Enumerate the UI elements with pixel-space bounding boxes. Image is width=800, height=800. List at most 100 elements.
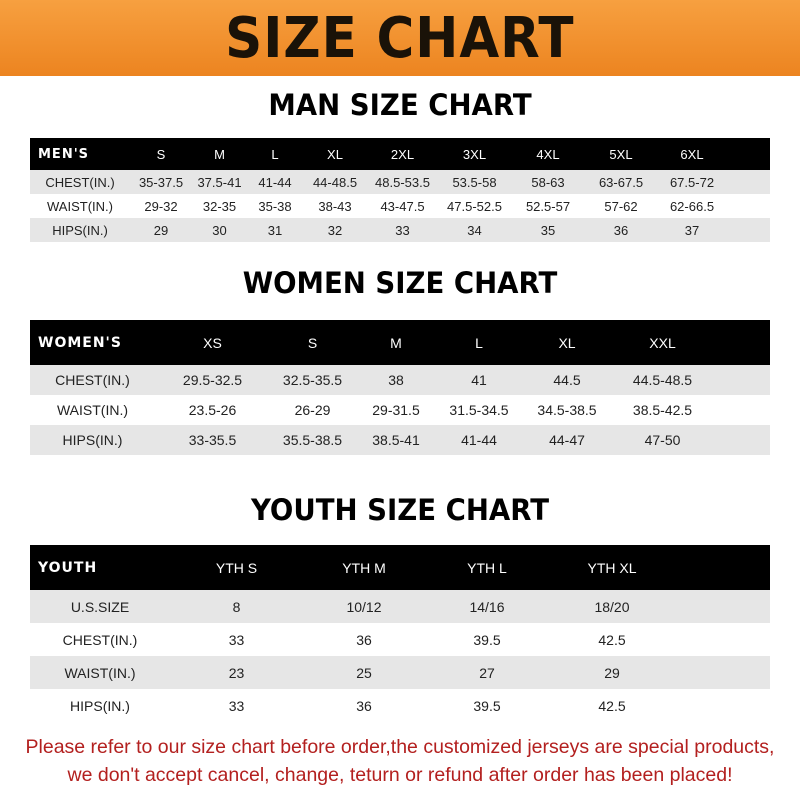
cell: 31 — [247, 218, 303, 242]
empty-cell — [727, 194, 770, 218]
men-chart-title: MAN SIZE CHART — [268, 88, 532, 122]
table-row: HIPS(IN.) 33-35.5 35.5-38.5 38.5-41 41-44 44-… — [30, 425, 770, 455]
cell: 47.5-52.5 — [438, 194, 511, 218]
cell: 39.5 — [425, 689, 549, 722]
header-row: WOMEN'S XS S M L XL XXL — [30, 320, 770, 365]
row-label: WOMEN'S — [30, 320, 155, 365]
order-notice: Please refer to our size chart before or… — [0, 733, 800, 789]
row-label: WAIST(IN.) — [30, 656, 170, 689]
banner-title: SIZE CHART — [225, 5, 575, 71]
cell: YTH XL — [549, 545, 675, 590]
row-label: CHEST(IN.) — [30, 365, 155, 395]
cell: 29 — [130, 218, 192, 242]
cell: 33 — [170, 689, 303, 722]
table-row: HIPS(IN.) 33 36 39.5 42.5 — [30, 689, 770, 722]
empty-cell — [675, 545, 770, 590]
cell: XXL — [613, 320, 712, 365]
cell: 35-37.5 — [130, 170, 192, 194]
cell: 57-62 — [585, 194, 657, 218]
cell: 32.5-35.5 — [270, 365, 355, 395]
empty-cell — [712, 395, 770, 425]
cell: M — [355, 320, 437, 365]
cell: 5XL — [585, 138, 657, 170]
cell: 23.5-26 — [155, 395, 270, 425]
header-row: YOUTH YTH S YTH M YTH L YTH XL — [30, 545, 770, 590]
cell: 35-38 — [247, 194, 303, 218]
table-row: CHEST(IN.) 33 36 39.5 42.5 — [30, 623, 770, 656]
cell: 18/20 — [549, 590, 675, 623]
row-label: WAIST(IN.) — [30, 194, 130, 218]
cell: 31.5-34.5 — [437, 395, 521, 425]
cell: 47-50 — [613, 425, 712, 455]
cell: S — [130, 138, 192, 170]
cell: 14/16 — [425, 590, 549, 623]
cell: 44-47 — [521, 425, 613, 455]
women-chart-title: WOMEN SIZE CHART — [242, 266, 558, 300]
cell: 63-67.5 — [585, 170, 657, 194]
cell: 27 — [425, 656, 549, 689]
empty-cell — [727, 138, 770, 170]
cell: 41-44 — [247, 170, 303, 194]
cell: 26-29 — [270, 395, 355, 425]
table-row: WAIST(IN.) 29-32 32-35 35-38 38-43 43-47.5 47.… — [30, 194, 770, 218]
row-label: HIPS(IN.) — [30, 218, 130, 242]
cell: 2XL — [367, 138, 438, 170]
cell: 41-44 — [437, 425, 521, 455]
youth-size-table: YOUTH YTH S YTH M YTH L YTH XL U.S.SIZE 8 10/12… — [30, 545, 770, 722]
cell: 33 — [367, 218, 438, 242]
cell: 42.5 — [549, 623, 675, 656]
notice-line-1: Please refer to our size chart before or… — [25, 736, 775, 758]
women-size-table: WOMEN'S XS S M L XL XXL CHEST(IN.) 29.5-32.5 32.5… — [30, 320, 770, 455]
cell: L — [247, 138, 303, 170]
row-label: CHEST(IN.) — [30, 170, 130, 194]
cell: 44-48.5 — [303, 170, 367, 194]
cell: YTH L — [425, 545, 549, 590]
cell: XL — [303, 138, 367, 170]
cell: 53.5-58 — [438, 170, 511, 194]
table-row: CHEST(IN.) 29.5-32.5 32.5-35.5 38 41 44.5 44.5… — [30, 365, 770, 395]
empty-cell — [712, 320, 770, 365]
cell: 36 — [303, 689, 425, 722]
cell: 38-43 — [303, 194, 367, 218]
cell: 37.5-41 — [192, 170, 247, 194]
cell: M — [192, 138, 247, 170]
row-label: YOUTH — [30, 545, 170, 590]
cell: 25 — [303, 656, 425, 689]
cell: 32 — [303, 218, 367, 242]
notice-line-2: we don't accept cancel, change, teturn o… — [67, 764, 733, 786]
cell: 41 — [437, 365, 521, 395]
empty-cell — [675, 689, 770, 722]
cell: 10/12 — [303, 590, 425, 623]
cell: 32-35 — [192, 194, 247, 218]
cell: XL — [521, 320, 613, 365]
row-label: CHEST(IN.) — [30, 623, 170, 656]
cell: 36 — [585, 218, 657, 242]
empty-cell — [712, 425, 770, 455]
cell: XS — [155, 320, 270, 365]
cell: 36 — [303, 623, 425, 656]
cell: S — [270, 320, 355, 365]
row-label: WAIST(IN.) — [30, 395, 155, 425]
cell: 39.5 — [425, 623, 549, 656]
cell: YTH S — [170, 545, 303, 590]
cell: 35.5-38.5 — [270, 425, 355, 455]
cell: 3XL — [438, 138, 511, 170]
empty-cell — [727, 218, 770, 242]
cell: 6XL — [657, 138, 727, 170]
cell: 29 — [549, 656, 675, 689]
cell: YTH M — [303, 545, 425, 590]
cell: 44.5 — [521, 365, 613, 395]
cell: 38 — [355, 365, 437, 395]
empty-cell — [712, 365, 770, 395]
cell: 34.5-38.5 — [521, 395, 613, 425]
cell: 29-31.5 — [355, 395, 437, 425]
cell: 33-35.5 — [155, 425, 270, 455]
youth-chart-title: YOUTH SIZE CHART — [250, 493, 550, 527]
row-label: HIPS(IN.) — [30, 425, 155, 455]
men-size-table: MEN'S S M L XL 2XL 3XL 4XL 5XL 6XL CHEST(IN.) 35-37… — [30, 138, 770, 242]
cell: 34 — [438, 218, 511, 242]
cell: 8 — [170, 590, 303, 623]
empty-cell — [727, 170, 770, 194]
empty-cell — [675, 590, 770, 623]
table-row: U.S.SIZE 8 10/12 14/16 18/20 — [30, 590, 770, 623]
